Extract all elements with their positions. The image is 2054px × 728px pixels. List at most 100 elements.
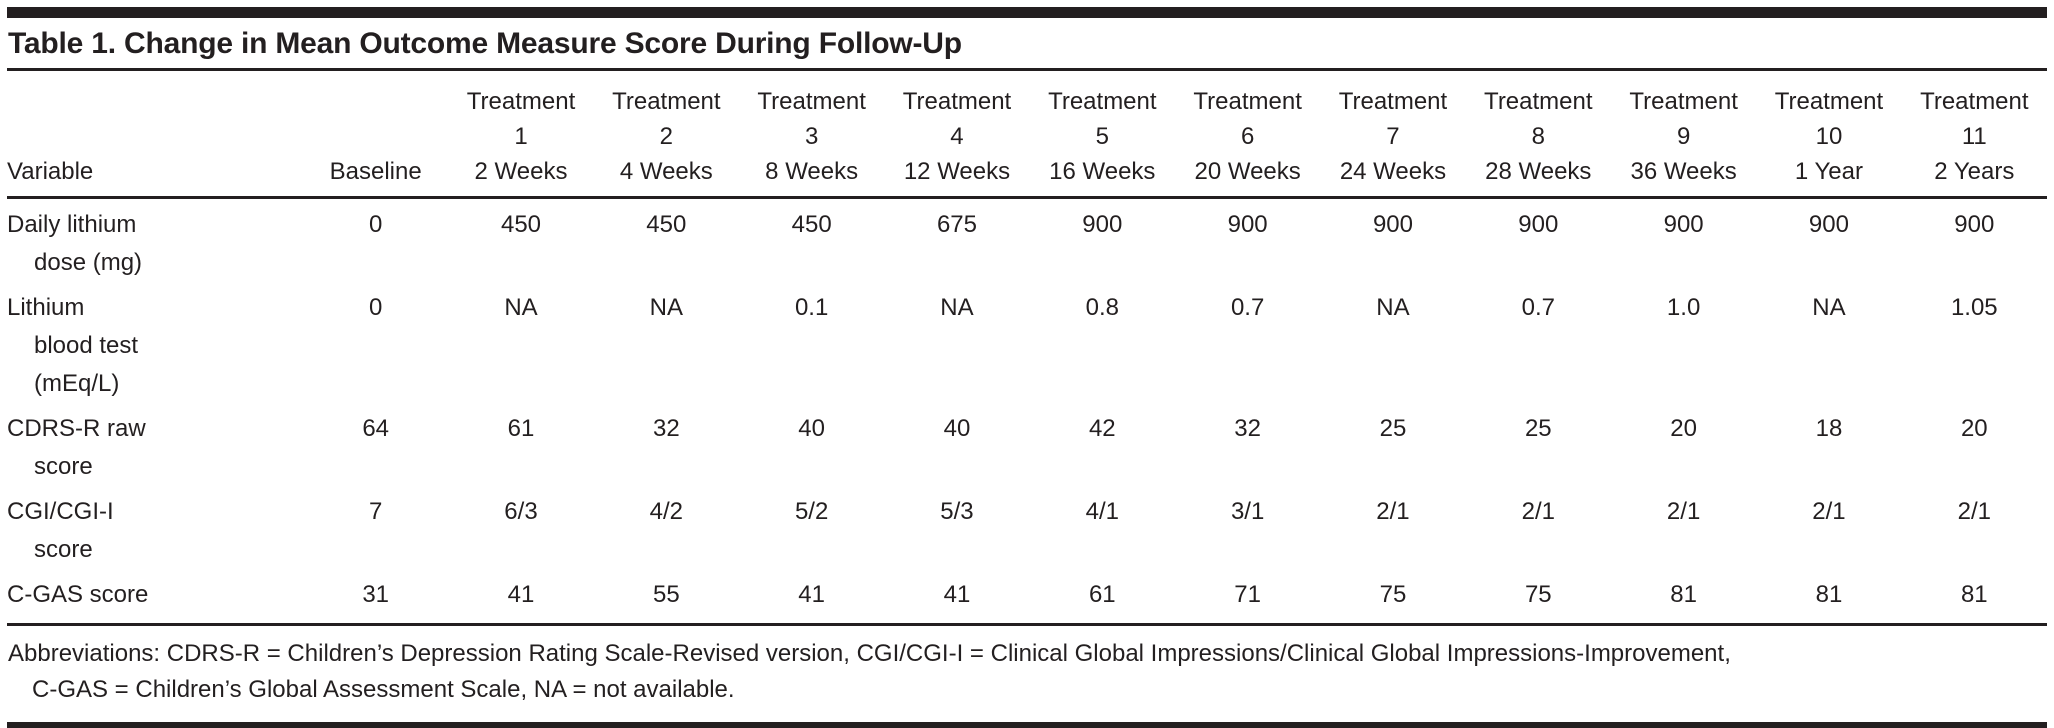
table-cell: 81 xyxy=(1670,581,1697,608)
table-cell: 450 xyxy=(791,211,832,238)
table-cell: 2/1 xyxy=(1376,498,1410,525)
header-timepoint: 12 Weeks xyxy=(884,154,1030,199)
outcome-measures-table: Treatment Treatment Treatment Treatment Trea… xyxy=(7,71,2047,623)
header-treatment-word: Treatment xyxy=(612,88,721,115)
table-cell: 6/3 xyxy=(504,498,538,525)
table-cell: 900 xyxy=(1082,211,1123,238)
header-treatment-number: 8 xyxy=(1531,123,1545,150)
table-cell: 42 xyxy=(1088,415,1116,442)
header-treatment-number: 1 xyxy=(514,123,528,150)
table-cell: 450 xyxy=(500,211,542,238)
table-cell: 2/1 xyxy=(1521,498,1555,525)
table-cell: 81 xyxy=(1960,581,1988,608)
table-cell: 675 xyxy=(936,211,977,238)
header-treatment-word: Treatment xyxy=(1048,88,1157,115)
table-cell: 25 xyxy=(1379,415,1407,442)
table-cell: NA xyxy=(940,294,974,321)
table-cell: 0.1 xyxy=(794,294,829,321)
table-cell: 40 xyxy=(798,415,825,442)
table-cell: 4/2 xyxy=(649,498,683,525)
baseline-cell: 0 xyxy=(368,294,383,321)
table-cell: 900 xyxy=(1227,211,1268,238)
header-baseline: Baseline xyxy=(303,154,449,199)
table-cell: 900 xyxy=(1808,211,1849,238)
table-row: CGI/CGI-I score 7 6/3 4/2 5/2 5/3 4/1 3/1 2/1 2/1… xyxy=(7,486,2047,569)
header-timepoint: 20 Weeks xyxy=(1174,154,1321,199)
header-treatment-number: 11 xyxy=(1961,123,1987,150)
top-rule xyxy=(7,7,2047,18)
table-row: C-GAS score 31 41 55 41 41 61 71 75 75 81 81 81 xyxy=(7,569,2047,623)
table-cell: 5/3 xyxy=(940,498,974,525)
header-treatment-number: 2 xyxy=(659,123,673,150)
table-cell: 0.8 xyxy=(1085,294,1119,321)
header-treatment-word: Treatment xyxy=(1338,88,1448,115)
header-treatment-number: 6 xyxy=(1240,123,1255,150)
table-cell: 40 xyxy=(943,415,971,442)
title-rule xyxy=(7,68,2047,71)
table-footnote: Abbreviations: CDRS-R = Children’s Depre… xyxy=(7,626,2047,716)
header-treatment-number: 10 xyxy=(1815,123,1843,150)
table-cell: 900 xyxy=(1954,211,1995,238)
table-row: CDRS-R raw score 64 61 32 40 40 42 32 25 25 20 18 20 xyxy=(7,403,2047,486)
header-spacer xyxy=(7,119,303,154)
table-cell: 71 xyxy=(1234,581,1261,608)
footnote-rule xyxy=(7,623,2047,626)
table-cell: NA xyxy=(1376,294,1410,321)
table-cell: 3/1 xyxy=(1230,498,1265,525)
table-cell: 2/1 xyxy=(1666,498,1701,525)
table-cell: NA xyxy=(504,294,538,321)
header-treatment-number: 4 xyxy=(950,123,964,150)
row-label: Daily lithium dose (mg) xyxy=(7,211,143,276)
footnote-line-1: Abbreviations: CDRS-R = Children’s Depre… xyxy=(8,640,1731,667)
table-cell: 41 xyxy=(798,581,825,608)
row-label: CGI/CGI-I score xyxy=(7,498,114,563)
table-cell: 20 xyxy=(1670,415,1697,442)
table-body: Daily lithium dose (mg) 0 450 450 450 675 900 9… xyxy=(7,198,2047,624)
table-cell: 75 xyxy=(1524,581,1552,608)
header-timepoint: 4 Weeks xyxy=(593,154,739,199)
header-timepoint: 36 Weeks xyxy=(1610,154,1757,199)
baseline-cell: 7 xyxy=(368,498,383,525)
table-cell: 5/2 xyxy=(794,498,829,525)
table-cell: 2/1 xyxy=(1957,498,1991,525)
header-treatment-number: 7 xyxy=(1386,123,1400,150)
baseline-cell: 64 xyxy=(362,415,390,442)
header-timepoint: 8 Weeks xyxy=(738,154,885,199)
header-spacer xyxy=(303,71,448,119)
header-treatment-word: Treatment xyxy=(466,88,576,115)
table-cell: 25 xyxy=(1524,415,1552,442)
header-row-timepoint: Variable Baseline 2 Weeks 4 Weeks 8 Weeks 12 … xyxy=(7,154,2047,199)
header-treatment-word: Treatment xyxy=(1629,88,1738,115)
table-cell: 32 xyxy=(652,415,680,442)
header-timepoint: 2 Years xyxy=(1901,154,2047,199)
table-cell: 900 xyxy=(1518,211,1559,238)
header-treatment-word: Treatment xyxy=(1484,88,1593,115)
table-figure: Table 1. Change in Mean Outcome Measure … xyxy=(0,7,2054,728)
table-cell: 1.0 xyxy=(1666,294,1701,321)
table-cell: 81 xyxy=(1815,581,1843,608)
table-cell: 1.05 xyxy=(1950,294,1998,321)
table-cell: 450 xyxy=(646,211,687,238)
header-treatment-number: 3 xyxy=(804,123,819,150)
table-cell: NA xyxy=(1812,294,1846,321)
baseline-cell: 0 xyxy=(368,211,383,238)
header-timepoint: 16 Weeks xyxy=(1029,154,1175,199)
table-cell: 41 xyxy=(943,581,971,608)
table-cell: 900 xyxy=(1663,211,1704,238)
table-cell: 61 xyxy=(507,415,535,442)
table-cell: 4/1 xyxy=(1085,498,1119,525)
row-label: CDRS-R raw score xyxy=(7,415,146,480)
header-treatment-word: Treatment xyxy=(1193,88,1302,115)
table-cell: 0.7 xyxy=(1521,294,1555,321)
header-row-number: 1 2 3 4 5 6 7 8 9 10 11 xyxy=(7,119,2047,154)
footnote-line-2: C-GAS = Children’s Global Assessment Sca… xyxy=(32,676,735,703)
header-treatment-word: Treatment xyxy=(1774,88,1884,115)
bottom-rule xyxy=(7,722,2047,728)
table-cell: NA xyxy=(649,294,683,321)
table-cell: 0.7 xyxy=(1230,294,1265,321)
header-treatment-number: 9 xyxy=(1676,123,1691,150)
header-timepoint: 24 Weeks xyxy=(1320,154,1466,199)
table-row: Daily lithium dose (mg) 0 450 450 450 675 900 9… xyxy=(7,198,2047,283)
header-treatment-number: 5 xyxy=(1095,123,1109,150)
table-header: Treatment Treatment Treatment Treatment Trea… xyxy=(7,71,2047,199)
